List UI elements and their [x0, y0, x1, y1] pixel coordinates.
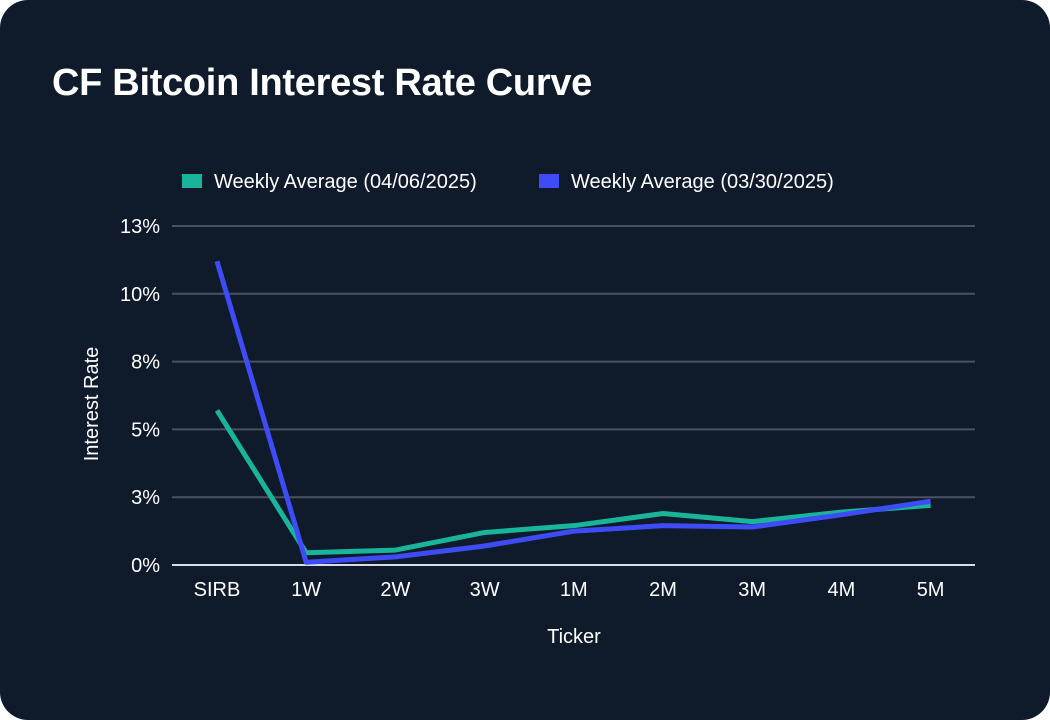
legend-label: Weekly Average (03/30/2025)	[571, 171, 834, 193]
legend-swatch	[182, 174, 202, 188]
y-tick-label: 5%	[131, 419, 160, 441]
x-tick-label: 1M	[560, 579, 588, 601]
x-axis-title: Ticker	[547, 626, 601, 648]
legend-swatch	[539, 174, 559, 188]
x-tick-label: 4M	[828, 579, 856, 601]
y-tick-label: 13%	[120, 216, 160, 238]
chart-title: CF Bitcoin Interest Rate Curve	[52, 62, 592, 104]
legend-item: Weekly Average (04/06/2025)	[182, 171, 477, 193]
y-tick-label: 10%	[120, 284, 160, 306]
y-tick-label: 8%	[131, 352, 160, 374]
x-tick-label: SIRB	[194, 579, 241, 601]
legend-label: Weekly Average (04/06/2025)	[214, 171, 477, 193]
legend-item: Weekly Average (03/30/2025)	[539, 171, 834, 193]
x-tick-label: 2M	[649, 579, 677, 601]
y-tick-label: 3%	[131, 487, 160, 509]
series-line-2	[214, 260, 931, 565]
x-tick-label: 2W	[380, 579, 410, 601]
x-tick-label: 1W	[291, 579, 321, 601]
y-tick-label: 0%	[131, 555, 160, 577]
x-tick-label: 5M	[917, 579, 945, 601]
y-axis-title: Interest Rate	[81, 347, 103, 462]
x-tick-label: 3W	[470, 579, 500, 601]
x-tick-label: 3M	[738, 579, 766, 601]
